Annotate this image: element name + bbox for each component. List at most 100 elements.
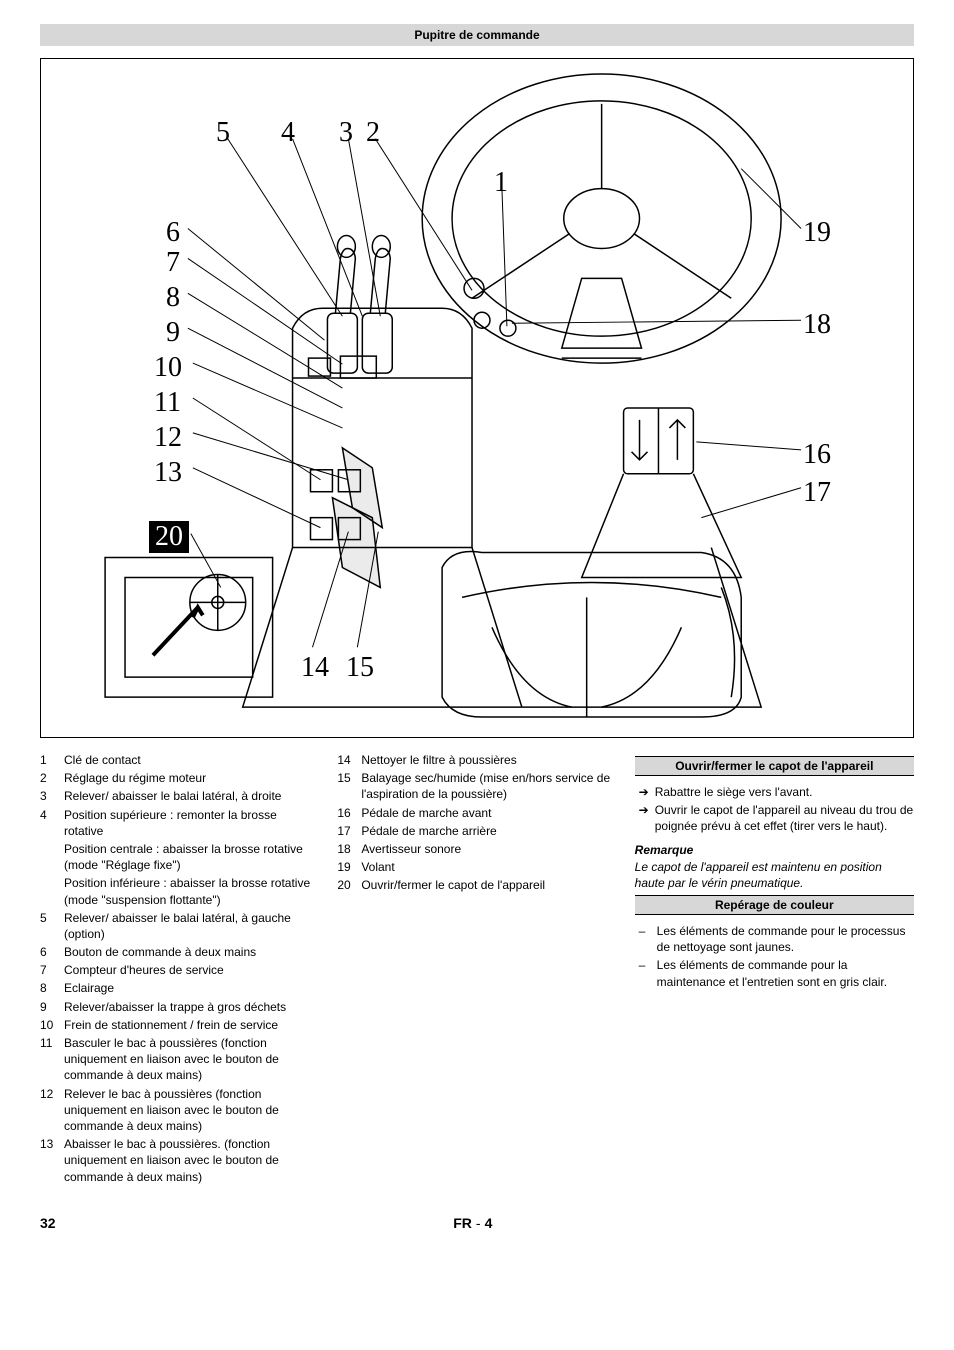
diagram-callout-14: 14 xyxy=(301,654,329,682)
footer-sub: 4 xyxy=(485,1215,493,1231)
remark-body: Le capot de l'appareil est maintenu en p… xyxy=(635,859,914,891)
legend-item: 11Basculer le bac à poussières (fonction… xyxy=(40,1035,319,1084)
diagram-callout-1: 1 xyxy=(494,169,508,197)
legend-item-text: Réglage du régime moteur xyxy=(64,770,319,786)
diagram-callout-7: 7 xyxy=(166,249,180,277)
diagram-callout-4: 4 xyxy=(281,119,295,147)
diagram-callout-19: 19 xyxy=(803,219,831,247)
legend-item-text: Relever/ abaisser le balai latéral, à dr… xyxy=(64,788,319,804)
legend-item-num: 9 xyxy=(40,999,56,1015)
diagram-callout-2: 2 xyxy=(366,119,380,147)
bullet-item: –Les éléments de commande pour le proces… xyxy=(639,923,914,955)
subheading-open-hood: Ouvrir/fermer le capot de l'appareil xyxy=(635,756,914,776)
bullet-item: –Les éléments de commande pour la mainte… xyxy=(639,957,914,989)
legend-item-cont: Position inférieure : abaisser la brosse… xyxy=(64,875,319,907)
legend-item-text: Balayage sec/humide (mise en/hors servic… xyxy=(361,770,616,802)
diagram-callout-11: 11 xyxy=(154,389,181,417)
legend-item-num: 16 xyxy=(337,805,353,821)
dash-icon: – xyxy=(639,957,651,989)
legend-item-num: 3 xyxy=(40,788,56,804)
legend-item-num: 18 xyxy=(337,841,353,857)
diagram-callout-20: 20 xyxy=(149,521,189,553)
legend-item-text: Frein de stationnement / frein de servic… xyxy=(64,1017,319,1033)
legend-item-text: Position supérieure : remonter la brosse… xyxy=(64,807,319,839)
legend-col-2: 14 Nettoyer le filtre à poussières 15Balay… xyxy=(337,752,616,1187)
diagram-callout-5: 5 xyxy=(216,119,230,147)
legend-item-text: Pédale de marche arrière xyxy=(361,823,616,839)
diagram-callout-13: 13 xyxy=(154,459,182,487)
legend-item: 10 Frein de stationnement / frein de serv… xyxy=(40,1017,319,1033)
legend-item: 20 Ouvrir/fermer le capot de l'appareil xyxy=(337,877,616,893)
bullet-text: Les éléments de commande pour le process… xyxy=(657,923,914,955)
arrow-icon: ➔ xyxy=(639,784,649,800)
legend-col-1: 1 Clé de contact 2 Réglage du régime moteur… xyxy=(40,752,319,1187)
diagram-callout-9: 9 xyxy=(166,319,180,347)
dash-icon: – xyxy=(639,923,651,955)
instruction-text: Rabattre le siège vers l'avant. xyxy=(655,784,813,800)
legend-item: 15Balayage sec/humide (mise en/hors serv… xyxy=(337,770,616,802)
legend-item-num: 11 xyxy=(40,1035,56,1084)
diagram-callout-3: 3 xyxy=(339,119,353,147)
instruction-item: ➔ Rabattre le siège vers l'avant. xyxy=(639,784,914,800)
arrow-icon: ➔ xyxy=(639,802,649,834)
legend-item-num: 5 xyxy=(40,910,56,942)
legend-item-cont: Position centrale : abaisser la brosse r… xyxy=(64,841,319,873)
diagram-callout-6: 6 xyxy=(166,219,180,247)
legend-item-text: Bouton de commande à deux mains xyxy=(64,944,319,960)
legend-item-text: Eclairage xyxy=(64,980,319,996)
legend-item: 7 Compteur d'heures de service xyxy=(40,962,319,978)
legend-columns: 1 Clé de contact 2 Réglage du régime moteur… xyxy=(40,752,914,1187)
legend-item: 12Relever le bac à poussières (fonction … xyxy=(40,1086,319,1135)
bullet-text: Les éléments de commande pour la mainten… xyxy=(657,957,914,989)
section-header: Pupitre de commande xyxy=(40,24,914,46)
legend-item: 5Relever/ abaisser le balai latéral, à g… xyxy=(40,910,319,942)
legend-item-num: 6 xyxy=(40,944,56,960)
legend-item-text: Relever/abaisser la trappe à gros déchet… xyxy=(64,999,319,1015)
legend-item-num: 7 xyxy=(40,962,56,978)
legend-item: 2 Réglage du régime moteur xyxy=(40,770,319,786)
legend-item: 3 Relever/ abaisser le balai latéral, à d… xyxy=(40,788,319,804)
legend-item-text: Volant xyxy=(361,859,616,875)
legend-item: 13Abaisser le bac à poussières. (fonctio… xyxy=(40,1136,319,1185)
legend-item-num: 2 xyxy=(40,770,56,786)
legend-item-num: 19 xyxy=(337,859,353,875)
legend-item-num: 10 xyxy=(40,1017,56,1033)
legend-item: 8 Eclairage xyxy=(40,980,319,996)
diagram-callout-12: 12 xyxy=(154,424,182,452)
legend-item-num: 1 xyxy=(40,752,56,768)
diagram-callout-17: 17 xyxy=(803,479,831,507)
legend-item-text: Clé de contact xyxy=(64,752,319,768)
legend-item-num: 17 xyxy=(337,823,353,839)
legend-item: 14 Nettoyer le filtre à poussières xyxy=(337,752,616,768)
legend-item-text: Relever le bac à poussières (fonction un… xyxy=(64,1086,319,1135)
legend-item: 9 Relever/abaisser la trappe à gros déche… xyxy=(40,999,319,1015)
legend-item: 19 Volant xyxy=(337,859,616,875)
legend-item-num: 12 xyxy=(40,1086,56,1135)
page-number-left: 32 xyxy=(40,1215,56,1231)
legend-item: 17 Pédale de marche arrière xyxy=(337,823,616,839)
footer-sep: - xyxy=(476,1215,481,1231)
legend-item-num: 8 xyxy=(40,980,56,996)
legend-col-3: Ouvrir/fermer le capot de l'appareil ➔ Ra… xyxy=(635,752,914,1187)
legend-item: 18 Avertisseur sonore xyxy=(337,841,616,857)
diagram-callout-8: 8 xyxy=(166,284,180,312)
legend-item-text: Relever/ abaisser le balai latéral, à ga… xyxy=(64,910,319,942)
legend-item: 6 Bouton de commande à deux mains xyxy=(40,944,319,960)
legend-item-text: Avertisseur sonore xyxy=(361,841,616,857)
legend-item-text: Abaisser le bac à poussières. (fonction … xyxy=(64,1136,319,1185)
legend-item-text: Ouvrir/fermer le capot de l'appareil xyxy=(361,877,616,893)
page-footer-center: FR-4 xyxy=(56,1215,890,1231)
instruction-item: ➔Ouvrir le capot de l'appareil au niveau… xyxy=(639,802,914,834)
legend-item-text: Compteur d'heures de service xyxy=(64,962,319,978)
legend-item-num: 14 xyxy=(337,752,353,768)
diagram-callout-16: 16 xyxy=(803,441,831,469)
diagram-callout-10: 10 xyxy=(154,354,182,382)
legend-item-text: Nettoyer le filtre à poussières xyxy=(361,752,616,768)
legend-item-text: Pédale de marche avant xyxy=(361,805,616,821)
legend-item: 4Position supérieure : remonter la bross… xyxy=(40,807,319,839)
control-panel-diagram: 5432167891011121319181617141520 xyxy=(40,58,914,738)
instruction-text: Ouvrir le capot de l'appareil au niveau … xyxy=(655,802,914,834)
legend-item-num: 20 xyxy=(337,877,353,893)
diagram-callout-15: 15 xyxy=(346,654,374,682)
footer-lang: FR xyxy=(453,1215,472,1231)
